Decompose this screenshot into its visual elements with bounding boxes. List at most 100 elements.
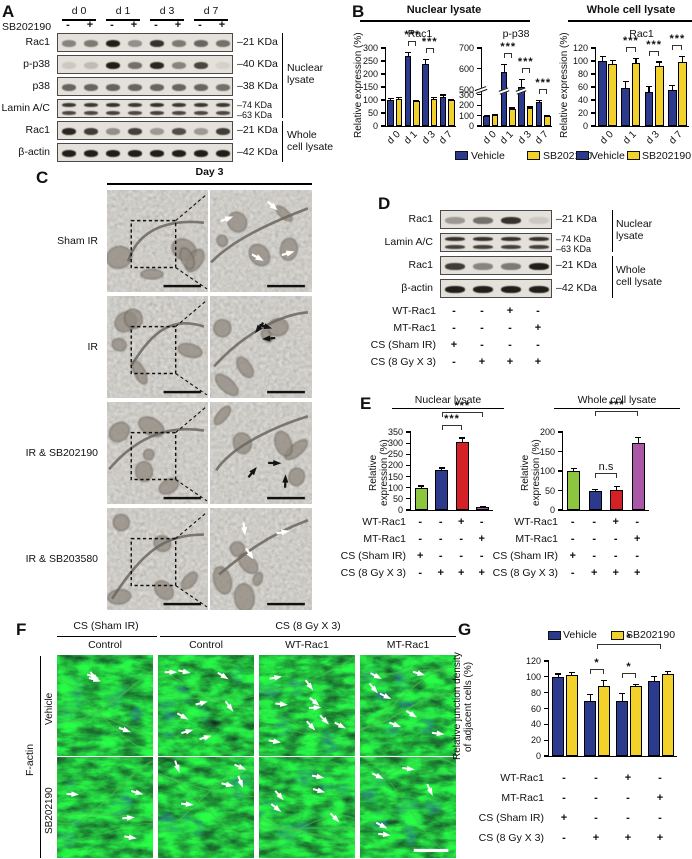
- axis-tick: [544, 676, 549, 678]
- axis-tick: [381, 86, 386, 88]
- fluorescence-image: [57, 655, 153, 756]
- fluorescence-image: [259, 655, 355, 756]
- condition-sign: -: [594, 812, 598, 824]
- condition-sign: +: [656, 792, 664, 804]
- protein-band: [61, 111, 77, 115]
- fluorescence-micrograph: [360, 757, 456, 858]
- condition-sign: -: [452, 356, 456, 368]
- condition-sign: -: [479, 516, 484, 528]
- protein-band: [445, 237, 465, 241]
- bar: [430, 98, 438, 126]
- sig-label: *: [594, 657, 600, 669]
- em-image-overview: [107, 402, 208, 504]
- axis-tick: [544, 755, 549, 757]
- error-bar: [589, 694, 591, 701]
- em-micrograph: [107, 190, 208, 292]
- em-micrograph: [210, 296, 312, 398]
- condition-sign: +: [534, 356, 542, 368]
- condition-sign: +: [634, 533, 641, 545]
- error-bar-cap: [483, 114, 490, 116]
- bar: [414, 487, 428, 510]
- error-bar: [573, 468, 575, 471]
- nuclear-lysate-bracket: [282, 33, 284, 118]
- sb202190-legend-label: SB202190: [626, 629, 676, 641]
- error-bar-cap: [509, 107, 516, 109]
- protein-band: [193, 150, 209, 157]
- condition-sign: -: [635, 516, 640, 528]
- condition-sign: -: [592, 550, 597, 562]
- sig-label: ***: [517, 56, 534, 69]
- kda-label: –74 KDa: [237, 99, 273, 110]
- bar: [616, 701, 629, 756]
- condition-sign: -: [438, 533, 443, 545]
- protein-band: [215, 111, 231, 115]
- condition-sign: +: [417, 550, 424, 562]
- day-header: d 0: [71, 5, 87, 17]
- vehicle-swatch: [576, 151, 589, 160]
- axis-tick-label: 200: [387, 460, 403, 471]
- em-micrograph: [210, 190, 312, 292]
- protein-band: [529, 237, 549, 241]
- error-bar: [571, 672, 573, 676]
- axis-tick: [591, 47, 596, 49]
- bar: [483, 115, 490, 126]
- chart-junction-density: 0 20 40 60 80 100 120 * * *: [526, 632, 677, 761]
- sig-label: ***: [646, 38, 663, 51]
- axis-tick-label: 200: [362, 69, 378, 79]
- fluorescence-image: [259, 757, 355, 858]
- kda-label: –38 KDa: [237, 79, 278, 92]
- condition-sign: -: [452, 322, 456, 334]
- error-bar-cap: [501, 63, 508, 65]
- axis-tick: [558, 431, 563, 433]
- kda-label: –63 KDa: [556, 243, 592, 254]
- em-micrograph: [210, 508, 312, 610]
- axis-tick-label: 40: [577, 95, 588, 105]
- day3-header: Day 3: [195, 166, 224, 178]
- condition-sign: -: [459, 533, 464, 545]
- blot-image: [57, 33, 233, 52]
- axis-tick: [477, 94, 482, 96]
- fluorescence-image: [158, 655, 254, 756]
- treatment-sign: -: [154, 19, 158, 31]
- protein-band: [83, 40, 99, 47]
- error-bar-cap: [632, 57, 639, 59]
- vehicle-legend-label: Vehicle: [563, 629, 597, 641]
- blot-label: β-actin: [401, 281, 433, 294]
- fluorescence-micrograph: [57, 655, 153, 756]
- error-bar-cap: [526, 106, 533, 108]
- error-bar-cap: [609, 59, 616, 61]
- axis-tick-label: 100: [539, 466, 555, 476]
- error-bar: [625, 81, 627, 88]
- axis-tick-label: 150: [362, 82, 378, 92]
- protein-band: [445, 245, 465, 249]
- column-header: MT-Rac1: [386, 639, 430, 651]
- axis-tick: [406, 509, 411, 511]
- axis-tick-label: 0: [397, 505, 403, 515]
- fluorescence-micrograph: [259, 655, 355, 756]
- protein-band: [193, 128, 209, 135]
- condition-sign: -: [508, 322, 512, 334]
- sig-label: ***: [454, 399, 471, 412]
- sig-bracket: [441, 424, 463, 430]
- axis-tick-label: 250: [387, 449, 403, 460]
- error-bar-cap: [440, 94, 447, 96]
- sig-bracket: [408, 41, 417, 47]
- condition-sign: -: [613, 533, 618, 545]
- axis-tick-label: 0: [549, 505, 555, 515]
- error-bar: [398, 97, 400, 100]
- blot-label: Lamin A/C: [384, 235, 433, 248]
- condition-label: MT-Rac1: [393, 322, 436, 334]
- error-bar-cap: [635, 437, 642, 439]
- error-bar: [658, 61, 660, 67]
- sig-label: ***: [622, 34, 639, 47]
- fluorescence-image: [360, 655, 456, 756]
- condition-label: WT-Rac1: [500, 772, 544, 784]
- protein-band: [149, 84, 165, 91]
- axis-tick: [406, 464, 411, 467]
- error-bar: [667, 671, 669, 675]
- error-bar: [442, 94, 444, 97]
- kda-label: –21 KDa: [237, 35, 278, 48]
- sig-bracket: [595, 411, 639, 417]
- vehicle-legend-label: Vehicle: [471, 150, 505, 162]
